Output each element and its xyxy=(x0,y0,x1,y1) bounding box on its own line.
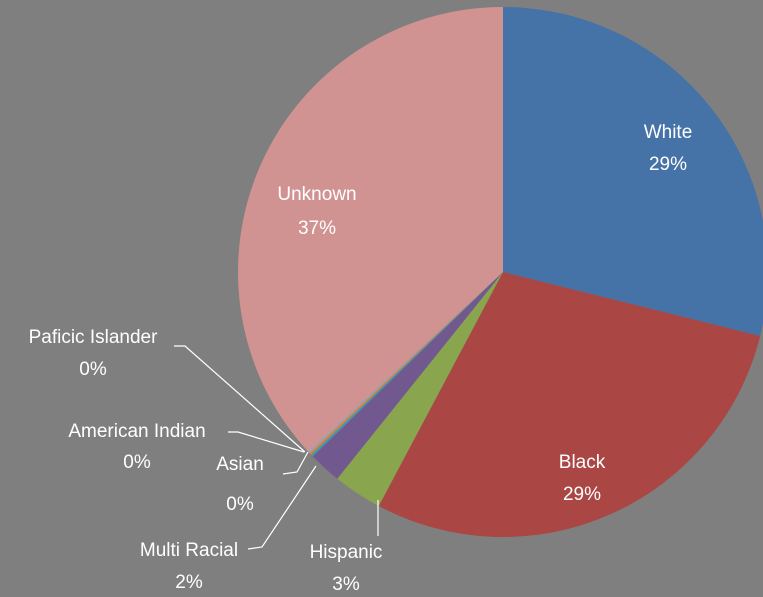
slice-percent-multi-racial: 2% xyxy=(175,572,203,593)
slice-percent-white: 29% xyxy=(649,154,687,175)
leader-line-american-indian xyxy=(228,432,304,452)
slice-label-white: White xyxy=(644,122,693,143)
leader-line-multi-racial xyxy=(248,466,316,549)
slice-percent-unknown: 37% xyxy=(298,218,336,239)
slice-label-hispanic: Hispanic xyxy=(310,542,383,563)
slice-percent-american-indian: 0% xyxy=(123,452,151,473)
slice-percent-paficic-islander: 0% xyxy=(79,359,107,380)
slice-percent-asian: 0% xyxy=(226,494,254,515)
slice-label-black: Black xyxy=(559,452,606,473)
slice-label-multi-racial: Multi Racial xyxy=(140,540,238,561)
slice-label-unknown: Unknown xyxy=(277,184,356,205)
leader-line-asian xyxy=(283,452,308,474)
slice-label-asian: Asian xyxy=(216,454,264,475)
slice-percent-black: 29% xyxy=(563,484,601,505)
slice-label-american-indian: American Indian xyxy=(68,421,205,442)
pie-slices xyxy=(238,7,763,537)
slice-label-paficic-islander: Paficic Islander xyxy=(29,327,159,348)
slice-percent-hispanic: 3% xyxy=(332,574,360,595)
